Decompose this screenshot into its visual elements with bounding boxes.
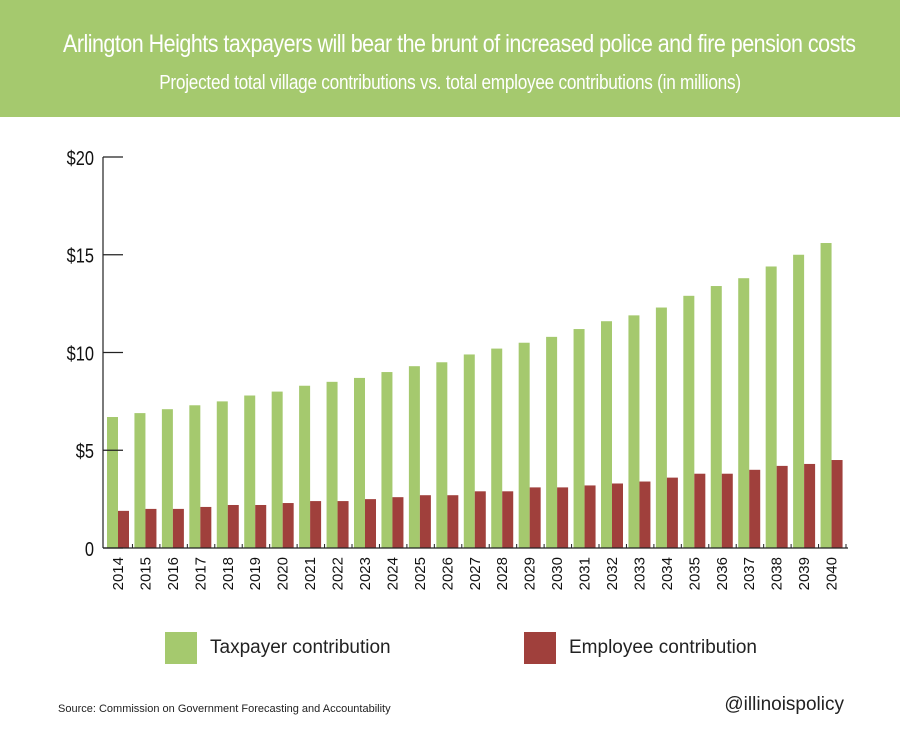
- x-tick-label: 2031: [577, 557, 594, 590]
- bar-chart: 0 $5 $10 $15 $20 2014 2015 2016 2017 2018 2019 2020…: [67, 146, 848, 590]
- x-tick-label: 2017: [192, 557, 209, 590]
- y-tick-label: $20: [67, 146, 94, 169]
- x-tick-label: 2024: [384, 557, 401, 590]
- y-tick-label: $15: [67, 244, 94, 267]
- legend-employee-swatch: [524, 632, 556, 664]
- employee-bar: [776, 465, 788, 548]
- taxpayer-bar: [244, 395, 256, 548]
- x-tick-label: 2027: [467, 557, 484, 590]
- social-handle: @illinoispolicy: [724, 694, 844, 715]
- legend-taxpayer-label: Taxpayer contribution: [210, 637, 391, 658]
- source-note: Source: Commission on Government Forecas…: [58, 703, 391, 715]
- x-tick-label: 2032: [604, 557, 621, 590]
- employee-bar: [282, 503, 294, 548]
- taxpayer-bar: [463, 354, 475, 548]
- taxpayer-bar: [546, 336, 558, 548]
- employee-bar: [831, 460, 843, 548]
- employee-bar: [337, 501, 349, 548]
- taxpayer-bar: [573, 329, 585, 548]
- x-tick-label: 2029: [522, 557, 539, 590]
- x-tick-label: 2025: [412, 557, 429, 590]
- x-tick-label: 2022: [330, 557, 347, 590]
- taxpayer-bar: [161, 409, 173, 548]
- chart-subtitle: Projected total village contributions vs…: [159, 72, 741, 94]
- taxpayer-bar: [326, 381, 338, 548]
- taxpayer-bar: [793, 254, 805, 548]
- employee-bar: [694, 473, 706, 548]
- taxpayer-bar: [820, 243, 832, 548]
- taxpayer-bar: [601, 321, 612, 548]
- employee-bar: [666, 477, 678, 548]
- x-tick-label: 2016: [165, 557, 182, 590]
- taxpayer-bar: [518, 342, 530, 548]
- taxpayer-bar: [408, 366, 420, 548]
- employee-bar: [474, 491, 486, 548]
- x-tick-label: 2028: [494, 557, 511, 590]
- taxpayer-bar: [628, 315, 640, 548]
- x-tick-label: 2014: [110, 557, 127, 590]
- legend-employee: Employee contribution: [524, 632, 757, 664]
- y-tick-label: $5: [76, 440, 94, 463]
- employee-bar: [310, 501, 322, 548]
- taxpayer-bar: [299, 385, 311, 548]
- taxpayer-bar: [436, 362, 448, 548]
- x-tick-label: 2020: [275, 557, 292, 590]
- taxpayer-bar: [765, 266, 777, 548]
- x-tick-label: 2039: [796, 557, 813, 590]
- taxpayer-bar: [216, 401, 228, 549]
- employee-bar: [200, 506, 212, 548]
- taxpayer-bar: [491, 348, 503, 548]
- x-tick-label: 2037: [741, 557, 758, 590]
- x-tick-label: 2019: [247, 557, 264, 590]
- employee-bar: [612, 483, 623, 548]
- taxpayer-bar: [655, 307, 667, 548]
- employee-bar: [419, 495, 431, 548]
- employee-bar: [529, 487, 541, 548]
- chart-header: Arlington Heights taxpayers will bear th…: [0, 0, 900, 117]
- x-tick-label: 2036: [714, 557, 731, 590]
- employee-bar: [584, 485, 596, 548]
- employee-bar: [804, 463, 816, 548]
- taxpayer-bar: [381, 372, 393, 548]
- x-tick-label: 2038: [769, 557, 786, 590]
- x-tick-label: 2035: [686, 557, 703, 590]
- employee-bar: [255, 504, 267, 548]
- legend-taxpayer: Taxpayer contribution: [165, 632, 391, 664]
- taxpayer-bar: [738, 278, 750, 548]
- chart-title: Arlington Heights taxpayers will bear th…: [63, 30, 856, 58]
- y-tick-label: 0: [85, 537, 94, 560]
- x-tick-label: 2018: [220, 557, 237, 590]
- employee-bar: [145, 508, 157, 548]
- employee-bar: [639, 481, 651, 548]
- x-tick-label: 2040: [824, 557, 841, 590]
- employee-bar: [392, 497, 404, 548]
- employee-bar: [172, 508, 184, 548]
- x-tick-label: 2021: [302, 557, 319, 590]
- x-tick-label: 2026: [439, 557, 456, 590]
- x-tick-label: 2033: [631, 557, 648, 590]
- x-tick-label: 2023: [357, 557, 374, 590]
- taxpayer-bar: [134, 413, 146, 548]
- taxpayer-bar: [189, 405, 201, 548]
- employee-bar: [721, 473, 733, 548]
- employee-bar: [502, 491, 514, 548]
- taxpayer-bar: [354, 377, 365, 548]
- employee-bar: [118, 510, 129, 548]
- legend-taxpayer-swatch: [165, 632, 197, 664]
- employee-bar: [749, 469, 761, 548]
- y-tick-label: $10: [67, 342, 94, 365]
- taxpayer-bar: [271, 391, 283, 548]
- x-tick-label: 2034: [659, 557, 676, 590]
- employee-bar: [447, 495, 459, 548]
- employee-bar: [227, 504, 239, 548]
- employee-bar: [365, 499, 376, 549]
- x-tick-label: 2015: [137, 557, 154, 590]
- x-tick-label: 2030: [549, 557, 566, 590]
- taxpayer-bar: [107, 417, 118, 548]
- employee-bar: [557, 487, 569, 548]
- taxpayer-bar: [683, 295, 695, 548]
- taxpayer-bar: [710, 286, 722, 548]
- legend-employee-label: Employee contribution: [569, 637, 757, 658]
